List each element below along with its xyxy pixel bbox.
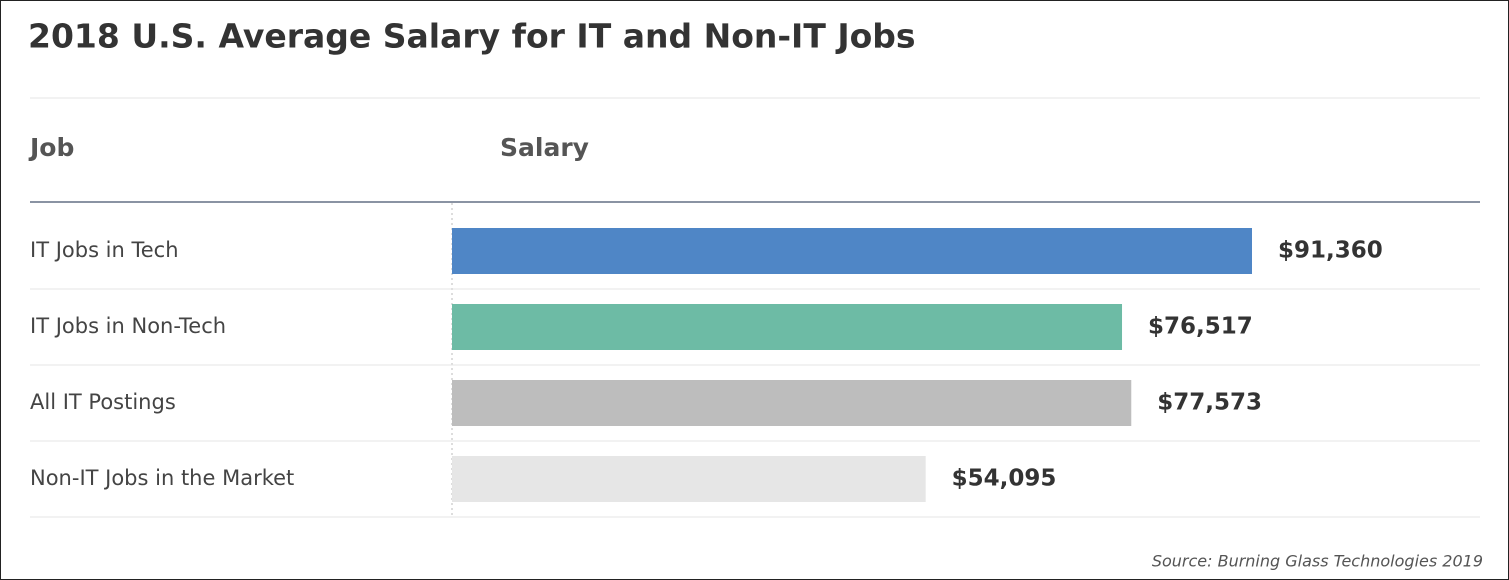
row-label: IT Jobs in Non-Tech bbox=[30, 314, 226, 338]
value-label: $91,360 bbox=[1278, 238, 1383, 264]
value-label: $76,517 bbox=[1148, 314, 1253, 340]
bar bbox=[452, 456, 926, 502]
column-header: Salary bbox=[500, 133, 589, 162]
source: Source: Burning Glass Technologies 2019 bbox=[1152, 552, 1483, 571]
row-label: All IT Postings bbox=[30, 390, 176, 414]
row-label: Non-IT Jobs in the Market bbox=[30, 466, 294, 490]
bar bbox=[452, 380, 1132, 426]
value-label: $77,573 bbox=[1157, 390, 1262, 416]
value-label: $54,095 bbox=[952, 466, 1057, 492]
column-header: Job bbox=[28, 133, 74, 162]
bar bbox=[452, 228, 1252, 274]
bar bbox=[452, 304, 1123, 350]
chart-title: 2018 U.S. Average Salary for IT and Non-… bbox=[28, 17, 916, 56]
row-label: IT Jobs in Tech bbox=[30, 238, 179, 262]
